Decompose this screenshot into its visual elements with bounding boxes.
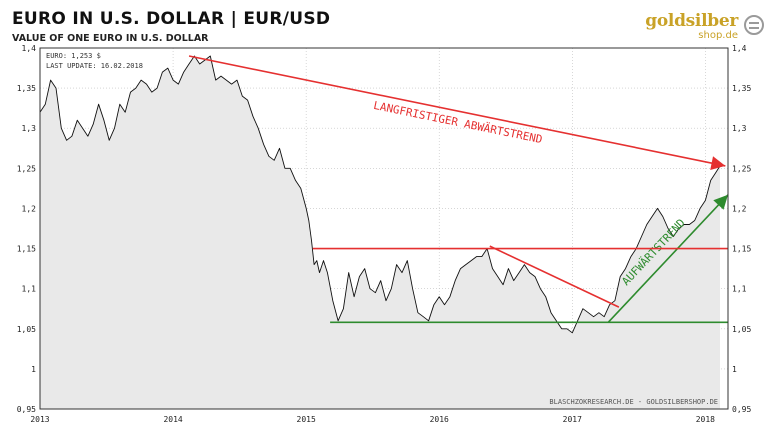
x-tick-label: 2014 bbox=[163, 415, 182, 424]
y-tick-label-left: 1,15 bbox=[17, 245, 36, 254]
y-tick-label-right: 1,1 bbox=[732, 285, 747, 294]
y-tick-label-left: 1 bbox=[31, 365, 36, 374]
x-tick-label: 2018 bbox=[696, 415, 715, 424]
series-area-fill bbox=[40, 56, 720, 409]
y-tick-label-left: 1,35 bbox=[17, 84, 36, 93]
x-tick-label: 2015 bbox=[297, 415, 316, 424]
coin-stack-icon bbox=[744, 15, 764, 35]
plot-frame bbox=[39, 47, 729, 410]
logo-sub-text: shop.de bbox=[698, 30, 738, 41]
y-tick-label-left: 1,4 bbox=[22, 44, 37, 53]
x-axis: 2013 2014 2015 2016 2017 2018 bbox=[30, 415, 715, 424]
info-line-1: EURO: 1,253 $ bbox=[46, 52, 101, 60]
y-tick-label-left: 1,1 bbox=[22, 285, 37, 294]
goldsilbershop-logo[interactable]: goldsilber shop.de bbox=[645, 11, 764, 41]
trend-level-line bbox=[489, 245, 620, 308]
y-tick-label-right: 1,25 bbox=[732, 164, 751, 173]
trend-arrow-line bbox=[188, 55, 726, 167]
trend-arrow-line bbox=[607, 194, 729, 323]
logo-main-text: goldsilber bbox=[645, 11, 738, 31]
info-line-2: LAST UPDATE: 16.02.2018 bbox=[46, 62, 143, 70]
chart-title: EURO IN U.S. DOLLAR | EUR/USD bbox=[12, 9, 331, 29]
y-tick-label-left: 1,05 bbox=[17, 325, 36, 334]
y-tick-label-right: 1,15 bbox=[732, 245, 751, 254]
y-tick-label-left: 1,25 bbox=[17, 164, 36, 173]
y-axis-left: 0,95 1 1,05 1,1 1,15 1,2 1,25 1,3 1,35 1,4 bbox=[17, 44, 36, 414]
y-tick-label-left: 0,95 bbox=[17, 405, 36, 414]
chart-subtitle: VALUE OF ONE EURO IN U.S. DOLLAR bbox=[12, 33, 209, 44]
arrowhead-icon bbox=[710, 156, 726, 170]
series-line-eurusd bbox=[39, 55, 721, 334]
source-credit: BLASCHZOKRESEARCH.DE - GOLDSILBERSHOP.DE bbox=[549, 398, 718, 406]
y-tick-label-left: 1,2 bbox=[22, 204, 37, 213]
y-tick-label-left: 1,3 bbox=[22, 124, 37, 133]
x-tick-label: 2013 bbox=[30, 415, 49, 424]
y-tick-label-right: 1 bbox=[732, 365, 737, 374]
y-tick-label-right: 1,4 bbox=[732, 44, 747, 53]
y-tick-label-right: 0,95 bbox=[732, 405, 751, 414]
y-tick-label-right: 1,05 bbox=[732, 325, 751, 334]
y-tick-label-right: 1,3 bbox=[732, 124, 747, 133]
arrowhead-icon bbox=[713, 194, 728, 210]
x-tick-label: 2017 bbox=[563, 415, 582, 424]
x-tick-label: 2016 bbox=[430, 415, 449, 424]
y-tick-label-right: 1,2 bbox=[732, 204, 747, 213]
y-axis-right: 0,95 1 1,05 1,1 1,15 1,2 1,25 1,3 1,35 1,4 bbox=[732, 44, 751, 414]
y-tick-label-right: 1,35 bbox=[732, 84, 751, 93]
